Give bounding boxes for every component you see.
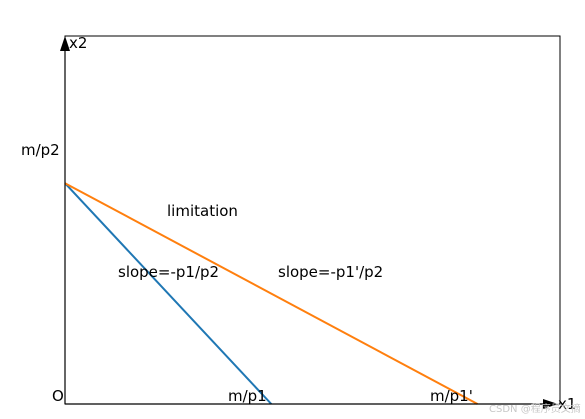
limitation-annotation: limitation [167,202,238,220]
x-axis-label: x1 [558,395,576,413]
x-intercept-label-2: m/p1' [430,387,473,405]
labels-layer: O m/p2 m/p1 m/p1' limitation slope=-p1/p… [21,141,473,405]
slope-annotation-2: slope=-p1'/p2 [278,263,383,281]
series-layer [64,182,478,405]
plot-frame [64,35,561,405]
slope-annotation-1: slope=-p1/p2 [118,263,219,281]
x-intercept-label-1: m/p1 [228,387,267,405]
x-axis-arrow-icon [543,399,558,409]
y-axis-arrow-icon [60,36,70,51]
series-line-1 [64,182,273,405]
series-line-2 [64,182,478,405]
y-intercept-label: m/p2 [21,141,60,159]
watermark: CSDN @程序员文摘 [489,402,581,415]
y-axis-label: x2 [69,34,87,52]
axes-layer: x1 x2 [60,34,576,413]
origin-label: O [52,387,64,405]
